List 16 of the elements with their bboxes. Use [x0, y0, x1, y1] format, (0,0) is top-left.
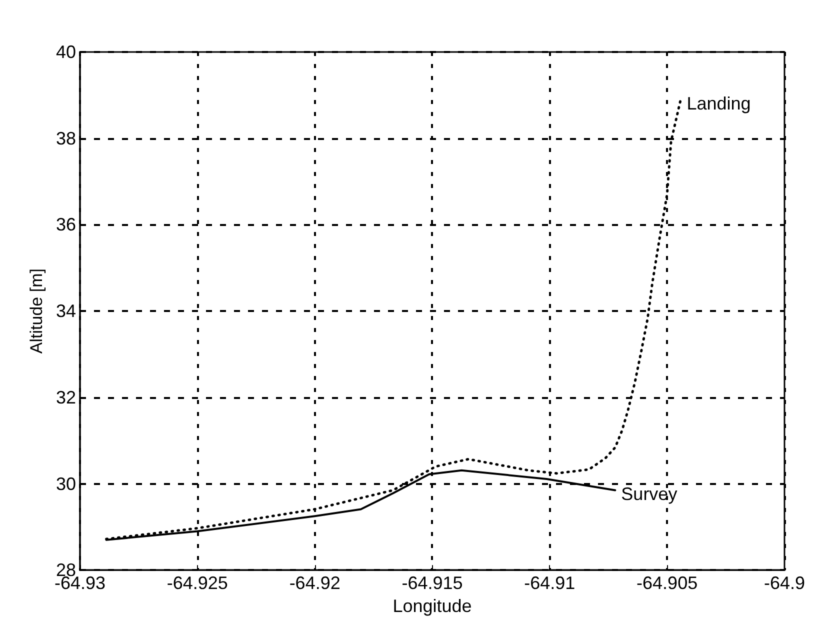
y-tick-label: 34 [56, 301, 76, 322]
y-tick-label: 38 [56, 128, 76, 148]
x-tick-label: -64.9 [764, 573, 805, 594]
y-tick-label: 36 [56, 214, 76, 235]
y-tick-label: 32 [56, 387, 76, 408]
x-tick-label: -64.905 [636, 573, 698, 594]
y-tick-label: 40 [56, 42, 76, 62]
x-axis-title: Longitude [392, 596, 472, 616]
y-axis-title: Altitude [m] [27, 268, 46, 354]
x-tick-label: -64.915 [402, 573, 463, 594]
y-tick-label: 30 [56, 474, 76, 494]
series-label: Landing [686, 93, 751, 114]
x-tick-label: -64.91 [524, 573, 576, 594]
x-tick-label: -64.925 [166, 573, 228, 594]
x-tick-label: -64.92 [289, 573, 340, 594]
series-label: Survey [621, 484, 678, 504]
